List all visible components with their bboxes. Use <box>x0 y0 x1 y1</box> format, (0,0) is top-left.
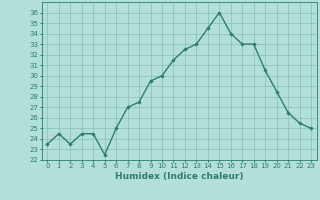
X-axis label: Humidex (Indice chaleur): Humidex (Indice chaleur) <box>115 172 244 181</box>
